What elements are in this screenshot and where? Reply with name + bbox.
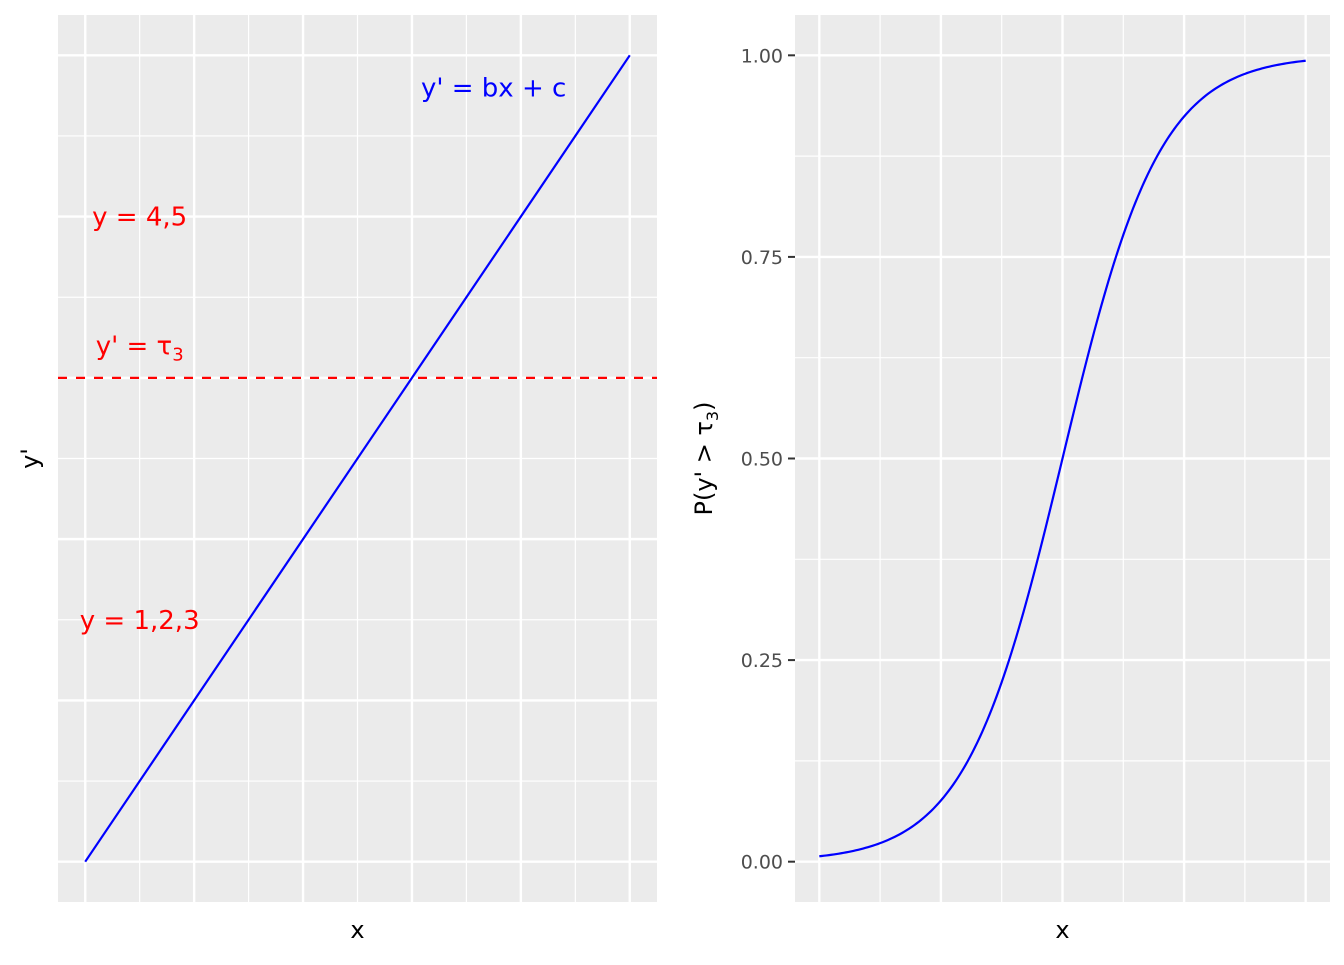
linear-predictor-line bbox=[84, 54, 631, 863]
left-annotations: y' = bx + c y = 4,5 y' = τ3 y = 1,2,3 bbox=[80, 74, 567, 636]
right-y-axis-title-main: P(y' > τ bbox=[690, 421, 718, 515]
y-tick-label: 1.00 bbox=[741, 45, 783, 67]
right-marks bbox=[819, 59, 1306, 858]
right-y-axis-title: P(y' > τ3) bbox=[690, 401, 722, 515]
right-y-axis-ticks: 0.00 0.25 0.50 0.75 1.00 bbox=[741, 45, 795, 874]
y-tick-label: 0.50 bbox=[741, 449, 783, 471]
y-tick-label: 0.75 bbox=[741, 247, 783, 269]
left-y-axis-title: y' bbox=[16, 448, 44, 469]
threshold-label: y' = τ3 bbox=[96, 332, 184, 366]
threshold-label-main: y' = τ bbox=[96, 332, 173, 362]
left-x-axis-title: x bbox=[350, 916, 364, 944]
upper-region-label: y = 4,5 bbox=[92, 203, 187, 233]
probability-curve bbox=[819, 59, 1306, 858]
y-tick-label: 0.00 bbox=[741, 852, 783, 874]
y-tick-label: 0.25 bbox=[741, 650, 783, 672]
right-y-axis-title-suffix: ) bbox=[690, 401, 718, 410]
line-equation-label: y' = bx + c bbox=[421, 74, 566, 104]
threshold-label-subscript: 3 bbox=[172, 345, 183, 366]
lower-region-label: y = 1,2,3 bbox=[80, 606, 200, 636]
right-y-axis-title-subscript: 3 bbox=[703, 411, 722, 421]
left-marks bbox=[58, 54, 657, 863]
right-x-axis-title: x bbox=[1055, 916, 1069, 944]
left-panel: y' = bx + c y = 4,5 y' = τ3 y = 1,2,3 x … bbox=[16, 15, 657, 944]
right-panel: 0.00 0.25 0.50 0.75 1.00 x P(y' > τ3) bbox=[690, 15, 1330, 944]
